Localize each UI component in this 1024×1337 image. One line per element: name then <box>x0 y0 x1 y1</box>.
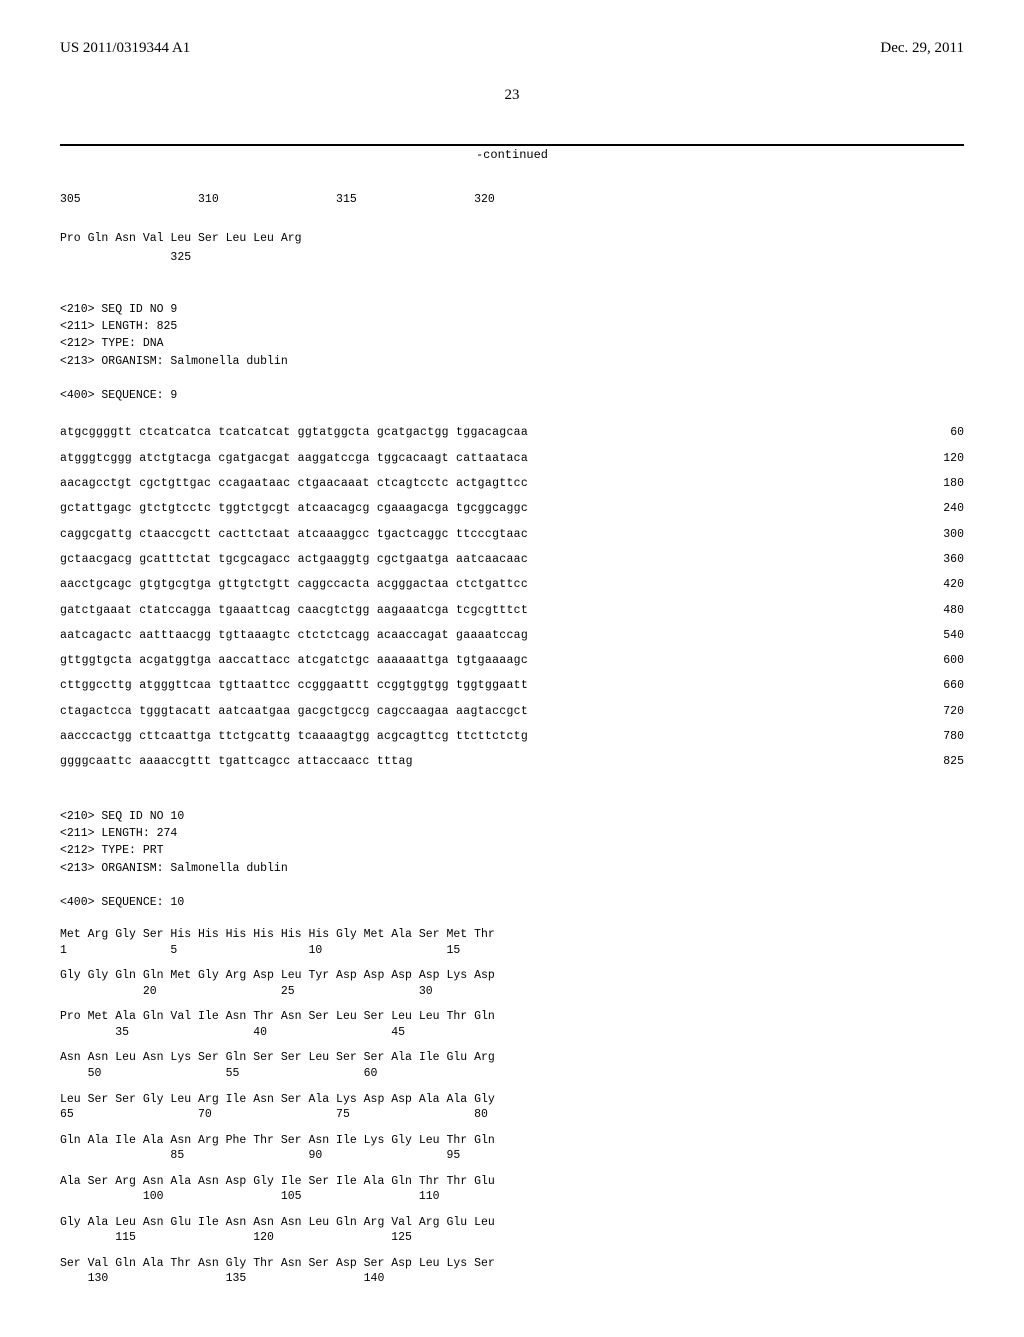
dna-row: gctattgagc gtctgtcctc tggtctgcgt atcaaca… <box>60 496 964 521</box>
continued-label: -continued <box>60 144 964 162</box>
protein-sequence-block: Met Arg Gly Ser His His His His His His … <box>60 927 964 1286</box>
dna-row: aacctgcagc gtgtgcgtga gttgtctgtt caggcca… <box>60 572 964 597</box>
dna-row: aatcagactc aatttaacgg tgttaaagtc ctctctc… <box>60 623 964 648</box>
dna-row: cttggccttg atgggttcaa tgttaattcc ccgggaa… <box>60 673 964 698</box>
protein-row: Ala Ser Arg Asn Ala Asn Asp Gly Ile Ser … <box>60 1174 964 1205</box>
protein-row: Pro Met Ala Gln Val Ile Asn Thr Asn Ser … <box>60 1009 964 1040</box>
dna-row: atgggtcggg atctgtacga cgatgacgat aaggatc… <box>60 446 964 471</box>
protein-row: Gly Gly Gln Gln Met Gly Arg Asp Leu Tyr … <box>60 968 964 999</box>
publication-number: US 2011/0319344 A1 <box>60 40 190 57</box>
top-protein-block: 305 310 315 320 Pro Gln Asn Val Leu Ser … <box>60 170 964 268</box>
seq9-metadata: <210> SEQ ID NO 9 <211> LENGTH: 825 <212… <box>60 284 964 405</box>
dna-row: gttggtgcta acgatggtga aaccattacc atcgatc… <box>60 648 964 673</box>
publication-date: Dec. 29, 2011 <box>880 40 964 57</box>
protein-row: Leu Ser Ser Gly Leu Arg Ile Asn Ser Ala … <box>60 1092 964 1123</box>
dna-row: atgcggggtt ctcatcatca tcatcatcat ggtatgg… <box>60 420 964 445</box>
dna-row: ctagactcca tgggtacatt aatcaatgaa gacgctg… <box>60 699 964 724</box>
dna-row: aacagcctgt cgctgttgac ccagaataac ctgaaca… <box>60 471 964 496</box>
protein-row: Gly Ala Leu Asn Glu Ile Asn Asn Asn Leu … <box>60 1215 964 1246</box>
dna-row: aacccactgg cttcaattga ttctgcattg tcaaaag… <box>60 724 964 749</box>
page-number: 23 <box>60 87 964 104</box>
dna-sequence-block: atgcggggtt ctcatcatca tcatcatcat ggtatgg… <box>60 420 964 774</box>
dna-row: gatctgaaat ctatccagga tgaaattcag caacgtc… <box>60 598 964 623</box>
protein-row: Asn Asn Leu Asn Lys Ser Gln Ser Ser Leu … <box>60 1050 964 1081</box>
protein-row: Gln Ala Ile Ala Asn Arg Phe Thr Ser Asn … <box>60 1133 964 1164</box>
dna-row: caggcgattg ctaaccgctt cacttctaat atcaaag… <box>60 522 964 547</box>
dna-row: gctaacgacg gcatttctat tgcgcagacc actgaag… <box>60 547 964 572</box>
dna-row: ggggcaattc aaaaccgttt tgattcagcc attacca… <box>60 749 964 774</box>
protein-row: Ser Val Gln Ala Thr Asn Gly Thr Asn Ser … <box>60 1256 964 1287</box>
page-header: US 2011/0319344 A1 Dec. 29, 2011 <box>60 40 964 57</box>
seq10-metadata: <210> SEQ ID NO 10 <211> LENGTH: 274 <21… <box>60 791 964 912</box>
protein-row: Met Arg Gly Ser His His His His His His … <box>60 927 964 958</box>
